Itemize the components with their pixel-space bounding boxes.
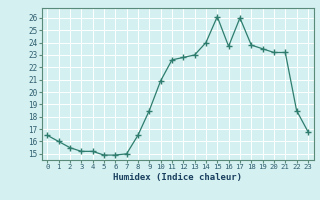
X-axis label: Humidex (Indice chaleur): Humidex (Indice chaleur): [113, 173, 242, 182]
